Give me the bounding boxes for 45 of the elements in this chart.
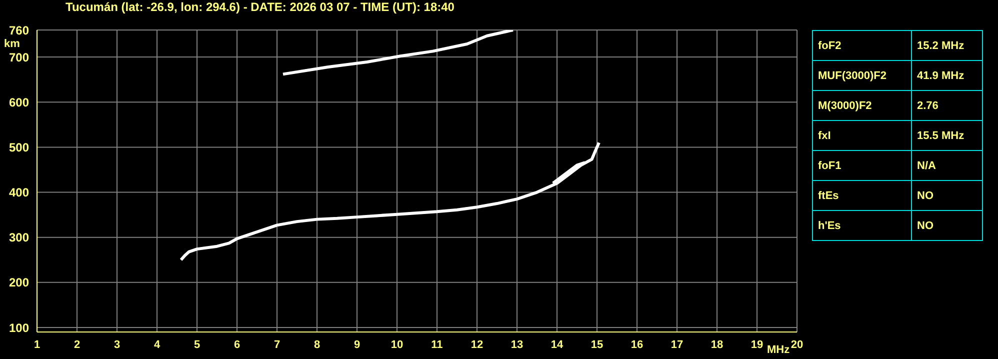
y-tick-label: 400 (8, 186, 30, 200)
x-tick-label: 2 (74, 338, 80, 351)
x-tick-label: 8 (314, 338, 320, 351)
x-tick-label: 11 (431, 338, 443, 351)
y-tick-label: 300 (8, 230, 30, 245)
text: NO (917, 190, 934, 202)
x-tick-label: 7 (274, 338, 280, 351)
category-label: foF1 (812, 150, 912, 180)
x-tick-label: 13 (510, 338, 524, 351)
x-tick-label: 19 (750, 338, 764, 351)
x-tick-label: 14 (550, 338, 564, 351)
x-tick-label: 5 (194, 338, 200, 351)
x-axis-title: MHz (767, 344, 790, 356)
x-tick-label: 15 (590, 338, 604, 351)
y-tick-label: 600 (8, 95, 30, 110)
text: 15.5 MHz (917, 130, 964, 142)
x-tick-label: 10 (390, 338, 404, 351)
x-tick-label: 4 (154, 338, 161, 351)
category-label: M(3000)F2 (812, 90, 912, 120)
y-tick-label: 100 (8, 320, 30, 335)
y-tick-label: 500 (8, 140, 30, 154)
x-tick-label: 6 (234, 338, 240, 351)
text: 2.76 (917, 100, 938, 112)
y-tick-label: 200 (8, 276, 30, 290)
y-axis-title: km (4, 38, 20, 50)
y-tick-label: 760 (8, 23, 30, 38)
x-tick-label: 18 (710, 338, 724, 351)
text: 41.9 MHz (917, 70, 964, 82)
chart-title: Tucumán (lat: -26.9, lon: 294.6) - DATE: 2026 03 07 - TIME (UT): 18:40 (66, 0, 454, 14)
category-label: fxI (812, 120, 912, 150)
category-label: foF2 (812, 30, 912, 60)
x-tick-label: 12 (470, 338, 484, 351)
text: N/A (917, 160, 936, 172)
category-label: h'Es (812, 210, 912, 240)
x-tick-label: 9 (354, 338, 360, 351)
x-tick-label: 3 (114, 338, 120, 351)
category-label: MUF(3000)F2 (812, 60, 912, 90)
text: NO (917, 220, 934, 232)
x-tick-label: 16 (630, 338, 644, 351)
x-tick-label: 1 (34, 338, 40, 351)
y-tick-label: 700 (8, 50, 30, 64)
text: 15.2 MHz (917, 40, 964, 52)
category-label: ftEs (812, 180, 912, 210)
x-tick-label: 17 (670, 338, 684, 351)
x-tick-label: 20 (790, 338, 804, 351)
